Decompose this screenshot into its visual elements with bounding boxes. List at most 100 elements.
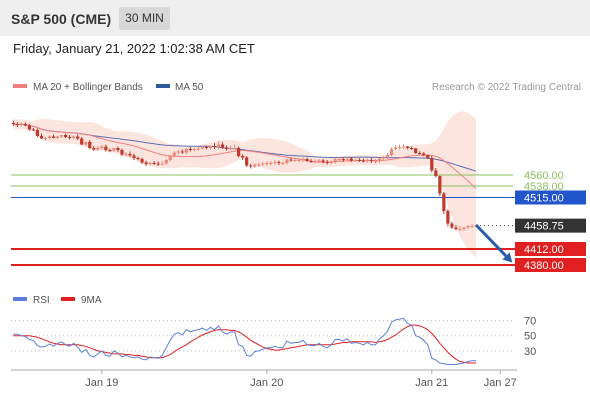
- candle-body: [293, 160, 297, 161]
- rsi-tick-label: 50: [524, 331, 536, 343]
- candle-body: [462, 227, 466, 229]
- candle-body: [297, 160, 301, 161]
- candle-body: [393, 147, 398, 149]
- candle-body: [43, 138, 48, 139]
- candle-body: [285, 159, 289, 163]
- candle-body: [373, 161, 378, 162]
- candle-body: [426, 155, 430, 158]
- price-level-label: 4560.00: [524, 170, 564, 182]
- forecast-arrow-shaft: [474, 223, 508, 258]
- candle-body: [402, 146, 406, 148]
- candle-body: [208, 146, 213, 148]
- candle-body: [168, 156, 172, 160]
- candle-body: [385, 155, 390, 157]
- candle-body: [389, 149, 394, 155]
- candle-body: [450, 223, 454, 228]
- candle-body: [68, 137, 72, 138]
- candle-body: [100, 146, 104, 148]
- copyright-text: Research © 2022 Trading Central: [432, 82, 581, 93]
- candle-body: [11, 123, 15, 124]
- candle-body: [454, 227, 458, 229]
- candle-body: [96, 148, 100, 150]
- x-tick-label: Jan 21: [415, 377, 448, 389]
- candle-body: [337, 159, 341, 160]
- legend-9ma-label: 9MA: [81, 295, 102, 306]
- candle-body: [333, 159, 337, 162]
- candle-body: [23, 124, 27, 126]
- price-level-tag: [515, 242, 586, 256]
- candle-body: [128, 154, 132, 156]
- candle-body: [192, 149, 196, 150]
- candle-body: [156, 163, 160, 165]
- candle-body: [216, 144, 221, 147]
- ma20-line: [13, 123, 477, 190]
- candle-body: [120, 150, 124, 155]
- candle-body: [434, 170, 438, 176]
- candle-body: [381, 157, 386, 159]
- candle-body: [224, 147, 229, 149]
- candle-body: [104, 146, 108, 150]
- candle-body: [414, 148, 418, 153]
- candle-body: [281, 163, 285, 164]
- candle-body: [51, 136, 56, 138]
- candle-body: [212, 146, 217, 147]
- chart-datetime: Friday, January 21, 2022 1:02:38 AM CET: [13, 41, 255, 56]
- candle-body: [233, 148, 237, 149]
- candle-body: [39, 136, 44, 139]
- candle-body: [204, 147, 209, 148]
- legend-ma50-swatch: [156, 84, 170, 88]
- candle-body: [361, 160, 365, 162]
- candle-body: [200, 147, 205, 149]
- candle-body: [59, 135, 64, 137]
- candle-body: [257, 164, 261, 166]
- price-level-tag: [515, 190, 586, 205]
- candle-body: [27, 125, 31, 130]
- x-tick-label: Jan 19: [85, 377, 118, 389]
- top-bar: S&P 500 (CME) 30 MIN: [0, 0, 590, 36]
- candle-body: [15, 124, 19, 125]
- candle-body: [132, 155, 136, 158]
- candle-body: [108, 150, 112, 151]
- candle-body: [144, 162, 148, 164]
- candle-body: [301, 159, 305, 160]
- instrument-title: S&P 500 (CME): [11, 11, 112, 27]
- candle-body: [55, 136, 60, 138]
- candle-body: [164, 160, 168, 164]
- candle-body: [80, 138, 84, 145]
- candle-body: [357, 160, 361, 161]
- candle-body: [19, 124, 23, 125]
- price-level-tag: [515, 258, 586, 272]
- candle-body: [466, 226, 470, 228]
- candle-body: [220, 144, 225, 148]
- timeframe-button[interactable]: 30 MIN: [119, 7, 170, 30]
- legend-ma50-label: MA 50: [175, 82, 204, 93]
- candle-body: [47, 136, 52, 138]
- candle-body: [458, 229, 462, 230]
- candle-body: [313, 161, 317, 163]
- candle-body: [237, 148, 241, 156]
- candle-body: [305, 159, 309, 161]
- candle-body: [88, 142, 92, 148]
- legend-9ma-swatch: [61, 297, 75, 301]
- candle-body: [321, 160, 325, 162]
- candle-body: [269, 163, 273, 164]
- candle-body: [35, 130, 40, 136]
- legend-ma20-label: MA 20 + Bollinger Bands: [33, 82, 143, 93]
- candle-body: [92, 148, 96, 150]
- candle-body: [64, 135, 68, 137]
- candle-body: [228, 148, 233, 149]
- candle-body: [317, 160, 321, 162]
- price-level-label: 4380.00: [524, 260, 564, 272]
- candle-body: [124, 154, 128, 155]
- candle-body: [112, 148, 116, 151]
- legend-rsi-label: RSI: [33, 295, 50, 306]
- candle-body: [422, 153, 426, 155]
- price-level-label: 4412.00: [524, 244, 564, 256]
- candle-body: [442, 193, 446, 211]
- price-level-label: 4538.00: [524, 181, 564, 193]
- candle-body: [345, 158, 349, 160]
- candle-body: [249, 165, 253, 167]
- rsi-tick-label: 70: [524, 316, 536, 328]
- x-tick-label: Jan 20: [250, 377, 283, 389]
